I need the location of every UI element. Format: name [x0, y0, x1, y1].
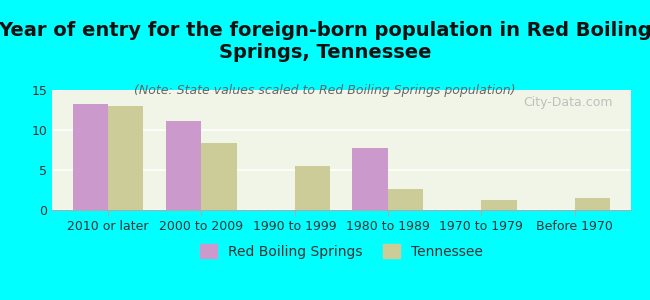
Bar	[108, 106, 144, 210]
Bar	[352, 148, 388, 210]
Bar	[388, 189, 423, 210]
Legend: Red Boiling Springs, Tennessee: Red Boiling Springs, Tennessee	[193, 237, 489, 266]
Bar	[294, 166, 330, 210]
Text: (Note: State values scaled to Red Boiling Springs population): (Note: State values scaled to Red Boilin…	[135, 84, 515, 97]
Bar	[202, 143, 237, 210]
Bar	[575, 198, 610, 210]
Bar	[73, 103, 108, 210]
Text: Year of entry for the foreign-born population in Red Boiling
Springs, Tennessee: Year of entry for the foreign-born popul…	[0, 21, 650, 62]
Bar	[166, 121, 202, 210]
Bar	[481, 200, 517, 210]
Text: City-Data.com: City-Data.com	[524, 96, 613, 109]
